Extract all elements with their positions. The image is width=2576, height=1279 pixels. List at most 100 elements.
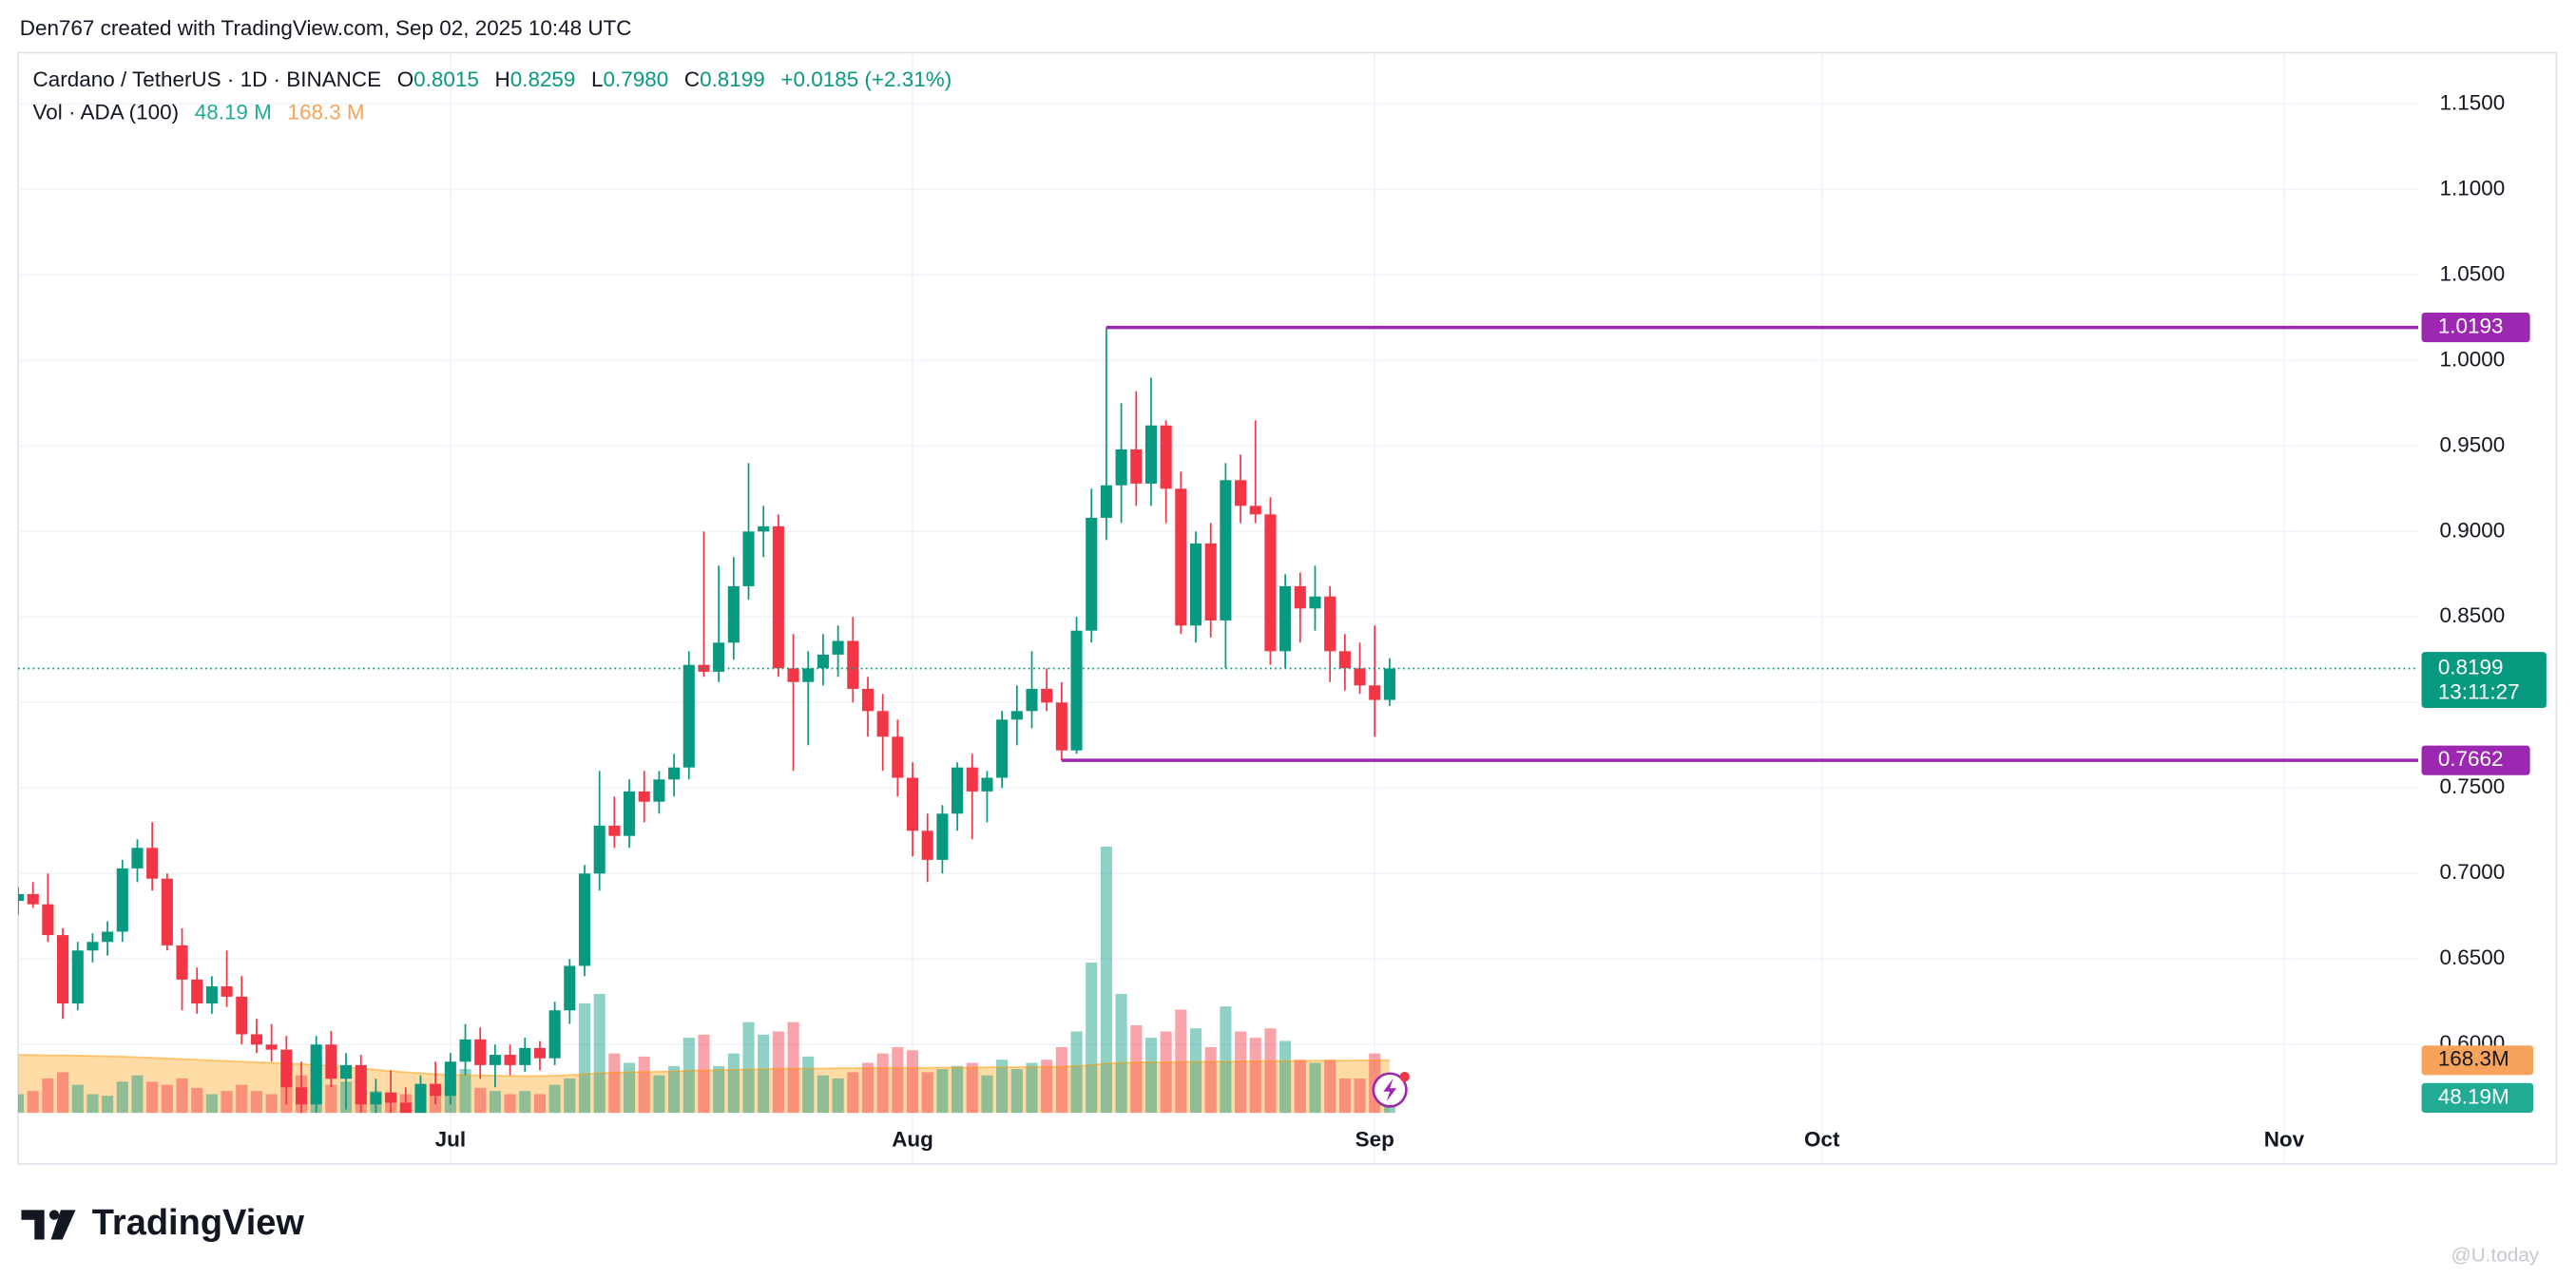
volume-bar (250, 1091, 262, 1114)
price-label: 0.8199 (2438, 655, 2504, 678)
countdown: 13:11:27 (2438, 679, 2520, 703)
volume-label: 48.19M (2438, 1084, 2509, 1108)
candle-body (265, 1044, 278, 1050)
candle-body (1204, 543, 1217, 620)
candle-body (1338, 651, 1351, 669)
volume-bar (682, 1038, 695, 1114)
volume-bar (57, 1072, 69, 1114)
ohlc-value: 0.8259 (510, 67, 576, 91)
candle-body (742, 531, 755, 586)
candle-body (1026, 688, 1038, 712)
volume-bar (504, 1094, 516, 1114)
candle-body (952, 767, 964, 814)
volume-bar (668, 1065, 681, 1114)
change: +0.0185 (+2.31%) (780, 67, 952, 91)
volume-bar (1204, 1047, 1217, 1114)
candle-body (146, 848, 159, 879)
volume-bar (221, 1091, 233, 1114)
candle-body (519, 1047, 531, 1065)
volume-bar (564, 1078, 576, 1114)
candle-body (623, 791, 636, 836)
volume-bar (1130, 1024, 1143, 1114)
alert-icon (1372, 1072, 1410, 1108)
volume-bar (1264, 1028, 1277, 1114)
candle-body (236, 996, 248, 1035)
brand: TradingView (92, 1203, 305, 1243)
x-tick-label: Oct (1804, 1128, 1840, 1152)
ohlc-key: L (591, 67, 603, 91)
y-tick-label: 1.0500 (2440, 261, 2506, 285)
volume-bar (727, 1053, 740, 1114)
volume-bar (936, 1069, 949, 1114)
candle-body (444, 1061, 456, 1097)
candle-body (817, 654, 829, 669)
watermark: @U.today (2451, 1244, 2540, 1266)
ohlc-value: 0.8199 (700, 67, 765, 91)
candle-body (250, 1034, 262, 1045)
volume-bar (713, 1065, 725, 1114)
ohlc-key: O (397, 67, 413, 91)
candle-body (340, 1064, 353, 1079)
candle-body (489, 1055, 501, 1065)
candle-body (772, 525, 784, 669)
candle-body (1249, 506, 1261, 515)
candle-body (1369, 685, 1381, 700)
volume-value: 48.19 M (195, 100, 272, 124)
candle-body (325, 1044, 337, 1079)
volume-bar (1070, 1031, 1083, 1114)
candle-body (161, 878, 173, 945)
candle-body (1309, 596, 1321, 609)
y-tick-label: 1.1500 (2440, 90, 2506, 114)
volume-bar (876, 1053, 889, 1114)
candle-body (430, 1083, 442, 1097)
volume-bar (146, 1081, 159, 1114)
y-tick-label: 0.8500 (2440, 603, 2506, 627)
candle-body (1144, 425, 1158, 484)
volume-bar (27, 1091, 39, 1114)
candle-body (1264, 514, 1277, 652)
candle-body (533, 1047, 546, 1059)
x-tick-label: Sep (1355, 1128, 1394, 1152)
candle-body (608, 825, 621, 836)
volume-bar (981, 1075, 993, 1114)
volume-bar (623, 1062, 636, 1114)
legend-line: Cardano / TetherUS · 1D · BINANCE O0.801… (33, 67, 952, 91)
candle-body (936, 813, 949, 860)
candle-body (474, 1039, 487, 1065)
y-tick-label: 0.7500 (2440, 774, 2506, 798)
candle-body (996, 719, 1009, 778)
candle-body (176, 945, 188, 980)
candle-body (1115, 449, 1127, 486)
volume-bar (205, 1094, 218, 1114)
volume-bar (1324, 1059, 1336, 1114)
ohlc-key: C (684, 67, 700, 91)
volume-bar (1354, 1078, 1366, 1114)
candle-body (116, 868, 128, 932)
y-tick-label: 0.6500 (2440, 945, 2506, 969)
volume-bar (952, 1065, 964, 1114)
attribution: Den767 created with TradingView.com, Sep… (20, 16, 632, 40)
volume-bar (832, 1078, 844, 1114)
volume-bar (758, 1034, 770, 1114)
candle-body (102, 931, 114, 943)
candle-body (1235, 480, 1247, 506)
candle-body (1383, 668, 1395, 700)
y-tick-label: 0.9000 (2440, 518, 2506, 542)
candle-body (504, 1055, 516, 1065)
volume-legend: Vol · ADA (100) 48.19 M 168.3 M (33, 100, 365, 124)
level-badge (2421, 745, 2530, 775)
candle-body (1220, 480, 1232, 620)
candle-body (758, 525, 770, 532)
candle-body (653, 779, 665, 802)
legend: Cardano / TetherUS · 1D · BINANCE O0.801… (33, 67, 952, 124)
candle-body (802, 668, 815, 682)
candle-body (459, 1039, 471, 1062)
candle-body (1010, 711, 1023, 720)
candle-body (1324, 596, 1336, 652)
volume-bar (1249, 1038, 1261, 1114)
volume-bar (1086, 962, 1098, 1114)
y-tick-label: 1.0000 (2440, 347, 2506, 371)
volume-bar (1279, 1040, 1292, 1114)
volume-ma-line (18, 1054, 1390, 1078)
